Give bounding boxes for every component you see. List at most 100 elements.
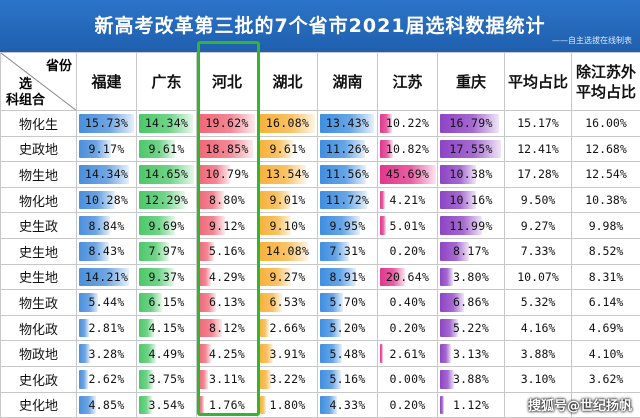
value-hebei: 8.80% (208, 193, 246, 208)
cell-average-excl-jiangsu: 6.14% (571, 289, 640, 316)
value-chongqing: 3.13% (452, 346, 490, 361)
value-hebei: 5.16% (208, 244, 246, 259)
value-hebei: 4.25% (208, 346, 246, 361)
value-hubei: 9.10% (269, 218, 306, 233)
value-hebei: 10.79% (205, 167, 249, 182)
value-jiangsu: 0.40% (389, 295, 426, 310)
cell-hubei: 1.80% (257, 391, 318, 418)
cell-hebei: 8.12% (196, 314, 258, 342)
bar-guangdong (139, 318, 154, 338)
row-label: 物政地 (0, 340, 77, 367)
cell-average-excl-jiangsu: 8.52% (571, 237, 640, 265)
bar-chongqing (440, 190, 476, 210)
title-bar: 新高考改革第三批的7个省市2021届选科数据统计 ——自主选拔在线制表 (0, 0, 640, 52)
value-hubei: 3.22% (269, 372, 306, 387)
value-jiangsu: 20.64% (385, 269, 430, 284)
bar-jiangsu (380, 165, 436, 184)
bar-fujian (79, 190, 115, 210)
cell-average: 12.41% (504, 135, 572, 163)
value-hunan: 5.70% (329, 295, 366, 310)
cell-hebei: 1.76% (196, 391, 258, 418)
cell-fujian: 4.85% (76, 391, 137, 418)
cell-hubei: 9.01% (257, 186, 318, 214)
col-header-hubei: 湖北 (257, 52, 318, 111)
cell-hunan: 13.43% (317, 110, 378, 137)
cell-hubei: 3.91% (257, 340, 318, 367)
bar-guangdong (139, 369, 153, 389)
cell-average-excl-jiangsu: 3.62% (571, 365, 640, 393)
cell-average-excl-jiangsu: 16.00% (571, 110, 640, 137)
bar-guangdong (139, 165, 194, 184)
bar-chongqing (440, 267, 453, 287)
bar-hunan (320, 241, 349, 261)
value-jiangsu: 10.22% (385, 116, 430, 131)
bar-hubei (260, 267, 291, 287)
row-label: 史化政 (0, 365, 77, 393)
cell-fujian: 5.44% (76, 289, 137, 316)
cell-chongqing: 3.80% (437, 263, 505, 291)
bar-chongqing (440, 395, 444, 415)
cell-jiangsu: 0.40% (377, 289, 438, 316)
value-jiangsu: 4.21% (389, 193, 426, 208)
value-chongqing: 3.88% (452, 372, 490, 387)
cell-fujian: 8.84% (76, 212, 137, 239)
cell-chongqing: 3.88% (437, 365, 505, 393)
cell-jiangsu: 0.00% (377, 365, 438, 393)
cell-jiangsu: 10.22% (377, 110, 438, 137)
value-fujian: 4.85% (88, 397, 125, 412)
bar-jiangsu (380, 114, 392, 133)
bar-guangdong (139, 344, 156, 363)
bar-fujian (79, 293, 98, 312)
value-fujian: 9.17% (88, 141, 125, 156)
cell-guangdong: 14.34% (136, 110, 197, 137)
cell-average: 4.16% (504, 314, 572, 342)
cell-hubei: 14.08% (257, 237, 318, 265)
col-header-chongqing: 重庆 (437, 52, 505, 111)
cell-hunan: 4.33% (317, 391, 378, 418)
cell-hebei: 4.29% (196, 263, 258, 291)
value-hunan: 5.48% (329, 346, 366, 361)
bar-fujian (79, 241, 109, 261)
value-hubei: 6.53% (269, 295, 306, 310)
cell-jiangsu: 0.20% (377, 391, 438, 418)
value-hubei: 14.08% (265, 244, 310, 259)
cell-hubei: 3.22% (257, 365, 318, 393)
bar-jiangsu (380, 216, 386, 235)
cell-hunan: 11.72% (317, 186, 378, 214)
bar-hubei (260, 165, 306, 184)
value-jiangsu: 0.20% (389, 321, 426, 336)
bar-hunan (320, 114, 374, 133)
cell-hebei: 4.25% (196, 340, 258, 367)
value-hunan: 4.33% (329, 397, 366, 412)
bar-hebei (199, 190, 224, 210)
cell-fujian: 9.17% (76, 135, 137, 163)
cell-fujian: 8.43% (76, 237, 137, 265)
bar-fujian (79, 369, 88, 389)
value-fujian: 14.21% (84, 269, 129, 284)
bar-guangdong (139, 190, 185, 210)
cell-average: 9.50% (504, 186, 572, 214)
bar-chongqing (440, 318, 458, 338)
table-row: 物生地 14.34% 14.65% 10.79% 13.54% 11.56% 45.69% 1… (0, 161, 640, 188)
value-guangdong: 9.61% (148, 141, 185, 156)
value-guangdong: 4.15% (148, 321, 185, 336)
table-row: 史化政 2.62% 3.75% 3.11% 3.22% 5.16% 0.00% 3.88% 3.… (0, 365, 640, 393)
bar-hebei (199, 114, 255, 133)
cell-hunan: 11.56% (317, 161, 378, 188)
value-jiangsu: 10.82% (385, 141, 430, 156)
bar-hunan (320, 267, 356, 287)
bar-hebei (199, 344, 211, 363)
row-label: 物化生 (0, 110, 77, 137)
table-row: 物化地 10.28% 12.29% 8.80% 9.01% 11.72% 4.21% 10.1… (0, 186, 640, 214)
value-hubei: 1.80% (269, 397, 306, 412)
table-row: 史生地 8.43% 7.97% 5.16% 14.08% 7.31% 0.20% 8.17% 7… (0, 237, 640, 265)
bar-fujian (79, 267, 129, 287)
value-hebei: 3.11% (208, 372, 246, 387)
value-guangdong: 3.75% (148, 372, 185, 387)
value-fujian: 8.43% (88, 244, 125, 259)
cell-chongqing: 3.13% (437, 340, 505, 367)
cell-fujian: 2.62% (76, 365, 137, 393)
value-guangdong: 9.37% (148, 269, 185, 284)
cell-average-excl-jiangsu (571, 391, 640, 418)
cell-hebei: 9.12% (196, 212, 258, 239)
